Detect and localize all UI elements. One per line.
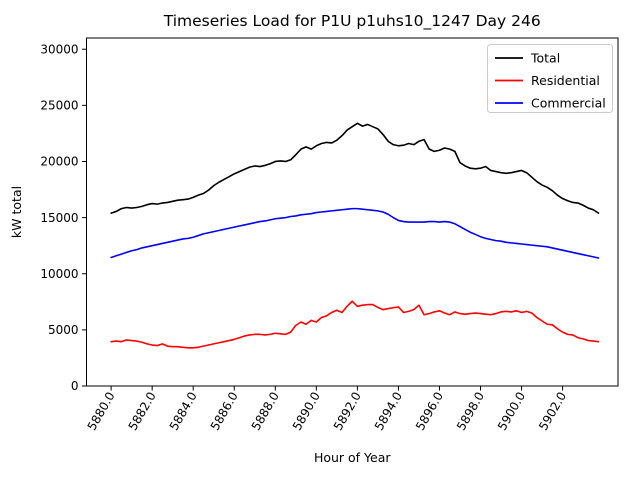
legend-label-total: Total [530, 50, 560, 65]
y-tick-label: 15000 [40, 211, 78, 225]
series-line-residential [110, 300, 600, 349]
y-tick-label: 30000 [40, 42, 78, 56]
series-line-total [110, 122, 600, 214]
series-line-commercial [110, 207, 600, 259]
y-tick-label: 0 [71, 379, 79, 393]
legend-label-residential: Residential [531, 73, 600, 88]
legend: Total Residential Commercial [487, 44, 613, 113]
y-tick-label: 25000 [40, 99, 78, 113]
y-axis-label: kW total [9, 186, 24, 238]
legend-label-commercial: Commercial [531, 95, 606, 110]
chart-title: Timeseries Load for P1U p1uhs10_1247 Day… [163, 12, 541, 31]
y-tick-label: 10000 [40, 267, 78, 281]
y-tick-label: 20000 [40, 155, 78, 169]
plot-border [86, 37, 619, 387]
x-axis-label: Hour of Year [314, 450, 391, 465]
y-tick-label: 5000 [48, 323, 79, 337]
legend-box [487, 44, 613, 113]
